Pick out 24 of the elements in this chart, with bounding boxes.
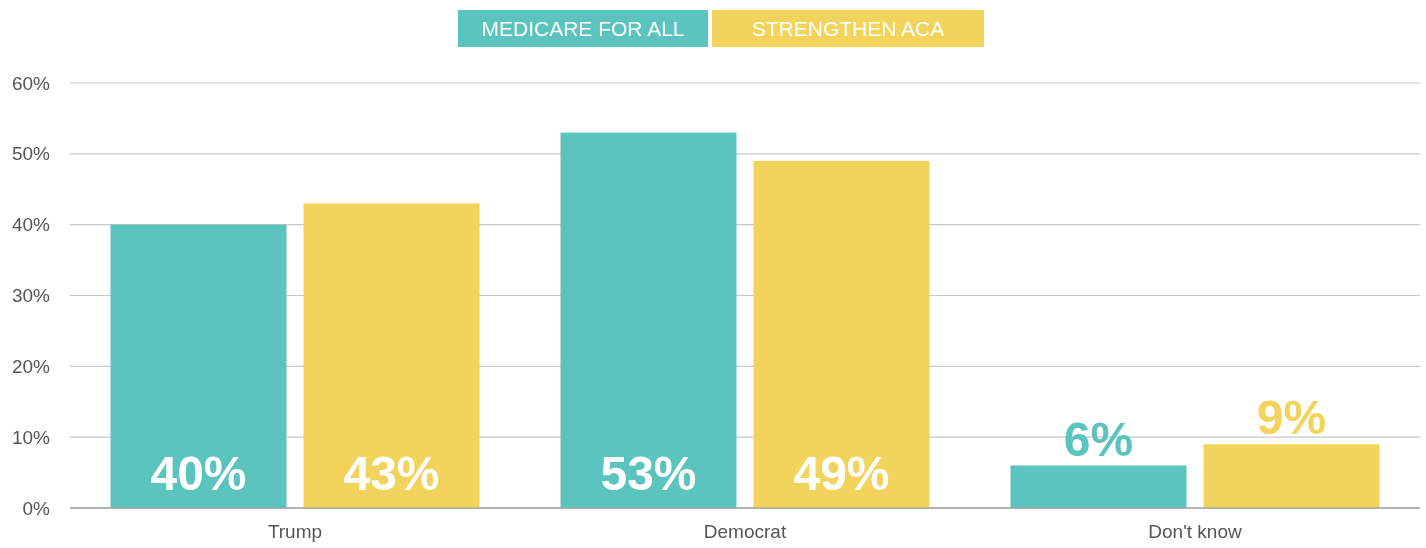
bar	[560, 132, 737, 508]
data-label: 53%	[600, 447, 697, 500]
data-label: 40%	[150, 447, 247, 500]
y-tick-label: 10%	[11, 426, 51, 448]
data-label: 43%	[343, 447, 440, 500]
bar	[1010, 465, 1187, 508]
y-tick-label: 60%	[11, 72, 51, 94]
data-label: 9%	[1256, 391, 1327, 445]
data-label: 49%	[793, 447, 890, 500]
x-tick-label: Democrat	[703, 521, 787, 542]
y-tick-label: 50%	[11, 143, 51, 165]
y-tick-label: 20%	[11, 355, 51, 377]
bar	[1203, 444, 1380, 508]
y-tick-label: 40%	[11, 214, 51, 236]
text: MEDICARE FOR ALL	[481, 17, 685, 41]
y-tick-label: 0%	[22, 497, 51, 519]
text: STRENGTHEN ACA	[751, 17, 945, 41]
y-tick-label: 30%	[11, 285, 51, 307]
bar	[303, 203, 480, 508]
data-label: 6%	[1063, 412, 1134, 466]
bar	[110, 224, 287, 508]
bar	[753, 160, 930, 508]
x-tick-label: Don't know	[1148, 521, 1242, 542]
x-tick-label: Trump	[267, 521, 323, 542]
